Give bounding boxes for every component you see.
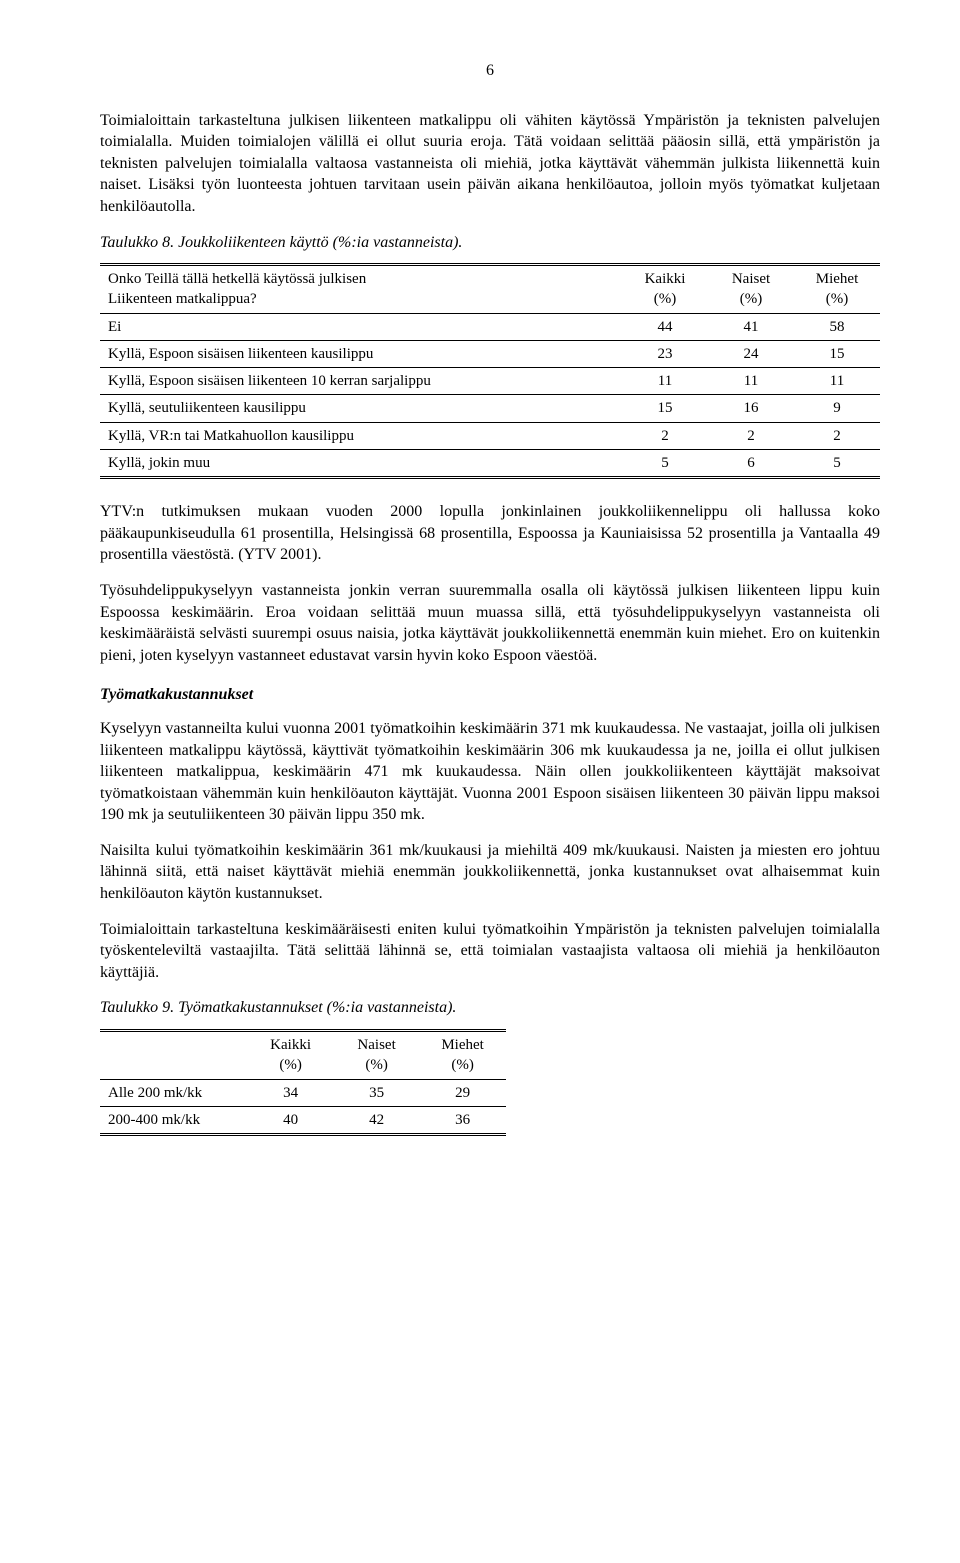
- cell-miehet: 15: [794, 340, 880, 367]
- cell-kaikki: 5: [622, 449, 708, 477]
- cell-miehet: 29: [420, 1079, 506, 1106]
- table9-header-miehet: Miehet (%): [420, 1031, 506, 1080]
- table8-caption: Taulukko 8. Joukkoliikenteen käyttö (%:i…: [100, 232, 880, 254]
- col-kaikki-l2: (%): [654, 291, 677, 307]
- cell-naiset: 42: [334, 1106, 420, 1134]
- table9-header-blank: [100, 1031, 248, 1080]
- table8: Onko Teillä tällä hetkellä käytössä julk…: [100, 263, 880, 479]
- section-heading: Työmatkakustannukset: [100, 684, 880, 706]
- table9-caption: Taulukko 9. Työmatkakustannukset (%:ia v…: [100, 997, 880, 1019]
- cell-label: Alle 200 mk/kk: [100, 1079, 248, 1106]
- table-row: Ei 44 41 58: [100, 313, 880, 340]
- col-kaikki-l2: (%): [279, 1057, 302, 1073]
- cell-miehet: 58: [794, 313, 880, 340]
- table-row: Kyllä, seutuliikenteen kausilippu 15 16 …: [100, 395, 880, 422]
- table8-header-q-line1: Onko Teillä tällä hetkellä käytössä julk…: [108, 271, 366, 287]
- cell-label: 200-400 mk/kk: [100, 1106, 248, 1134]
- cell-label: Kyllä, Espoon sisäisen liikenteen 10 ker…: [100, 368, 622, 395]
- col-naiset-l1: Naiset: [357, 1037, 395, 1053]
- table9-header-kaikki: Kaikki (%): [248, 1031, 334, 1080]
- col-naiset-l1: Naiset: [732, 271, 770, 287]
- table-row: Kyllä, VR:n tai Matkahuollon kausilippu …: [100, 422, 880, 449]
- cell-miehet: 11: [794, 368, 880, 395]
- cell-naiset: 24: [708, 340, 794, 367]
- cell-kaikki: 44: [622, 313, 708, 340]
- paragraph-2: YTV:n tutkimuksen mukaan vuoden 2000 lop…: [100, 501, 880, 566]
- col-miehet-l2: (%): [826, 291, 849, 307]
- col-miehet-l2: (%): [451, 1057, 474, 1073]
- paragraph-3: Työsuhdelippukyselyyn vastanneista jonki…: [100, 580, 880, 666]
- col-kaikki-l1: Kaikki: [645, 271, 686, 287]
- col-naiset-l2: (%): [740, 291, 763, 307]
- cell-miehet: 5: [794, 449, 880, 477]
- paragraph-1: Toimialoittain tarkasteltuna julkisen li…: [100, 110, 880, 218]
- cell-miehet: 2: [794, 422, 880, 449]
- paragraph-6: Toimialoittain tarkasteltuna keskimääräi…: [100, 919, 880, 984]
- cell-kaikki: 40: [248, 1106, 334, 1134]
- cell-kaikki: 2: [622, 422, 708, 449]
- cell-kaikki: 23: [622, 340, 708, 367]
- cell-label: Kyllä, seutuliikenteen kausilippu: [100, 395, 622, 422]
- col-miehet-l1: Miehet: [816, 271, 859, 287]
- cell-label: Kyllä, jokin muu: [100, 449, 622, 477]
- cell-naiset: 16: [708, 395, 794, 422]
- paragraph-4: Kyselyyn vastanneilta kului vuonna 2001 …: [100, 718, 880, 826]
- cell-naiset: 41: [708, 313, 794, 340]
- cell-kaikki: 15: [622, 395, 708, 422]
- cell-kaikki: 34: [248, 1079, 334, 1106]
- cell-kaikki: 11: [622, 368, 708, 395]
- cell-naiset: 35: [334, 1079, 420, 1106]
- col-miehet-l1: Miehet: [441, 1037, 484, 1053]
- table-row: Kyllä, Espoon sisäisen liikenteen 10 ker…: [100, 368, 880, 395]
- table8-header: Onko Teillä tällä hetkellä käytössä julk…: [100, 265, 880, 314]
- cell-label: Kyllä, Espoon sisäisen liikenteen kausil…: [100, 340, 622, 367]
- table9: Kaikki (%) Naiset (%) Miehet (%) Alle 20…: [100, 1029, 506, 1136]
- col-kaikki-l1: Kaikki: [270, 1037, 311, 1053]
- paragraph-5: Naisilta kului työmatkoihin keskimäärin …: [100, 840, 880, 905]
- table-row: Kyllä, jokin muu 5 6 5: [100, 449, 880, 477]
- col-naiset-l2: (%): [365, 1057, 388, 1073]
- cell-miehet: 36: [420, 1106, 506, 1134]
- cell-label: Ei: [100, 313, 622, 340]
- page-number: 6: [100, 60, 880, 82]
- table9-header: Kaikki (%) Naiset (%) Miehet (%): [100, 1031, 506, 1080]
- table-row: 200-400 mk/kk 40 42 36: [100, 1106, 506, 1134]
- table8-header-question: Onko Teillä tällä hetkellä käytössä julk…: [100, 265, 622, 314]
- table8-header-kaikki: Kaikki (%): [622, 265, 708, 314]
- table8-header-q-line2: Liikenteen matkalippua?: [108, 291, 257, 307]
- cell-miehet: 9: [794, 395, 880, 422]
- table8-header-miehet: Miehet (%): [794, 265, 880, 314]
- table-row: Alle 200 mk/kk 34 35 29: [100, 1079, 506, 1106]
- table9-header-naiset: Naiset (%): [334, 1031, 420, 1080]
- cell-naiset: 2: [708, 422, 794, 449]
- table8-header-naiset: Naiset (%): [708, 265, 794, 314]
- cell-naiset: 11: [708, 368, 794, 395]
- table-row: Kyllä, Espoon sisäisen liikenteen kausil…: [100, 340, 880, 367]
- cell-naiset: 6: [708, 449, 794, 477]
- cell-label: Kyllä, VR:n tai Matkahuollon kausilippu: [100, 422, 622, 449]
